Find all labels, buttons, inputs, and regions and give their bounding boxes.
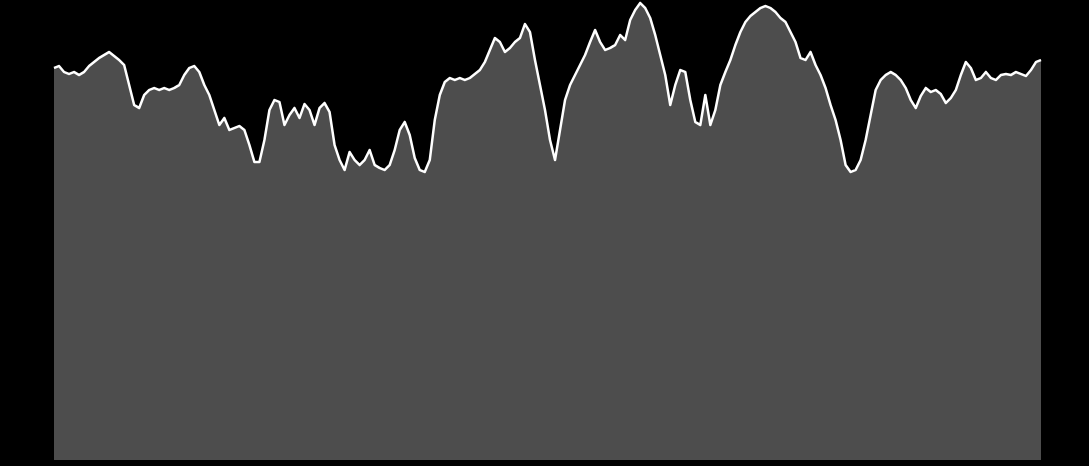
- line: [53, 1, 1042, 174]
